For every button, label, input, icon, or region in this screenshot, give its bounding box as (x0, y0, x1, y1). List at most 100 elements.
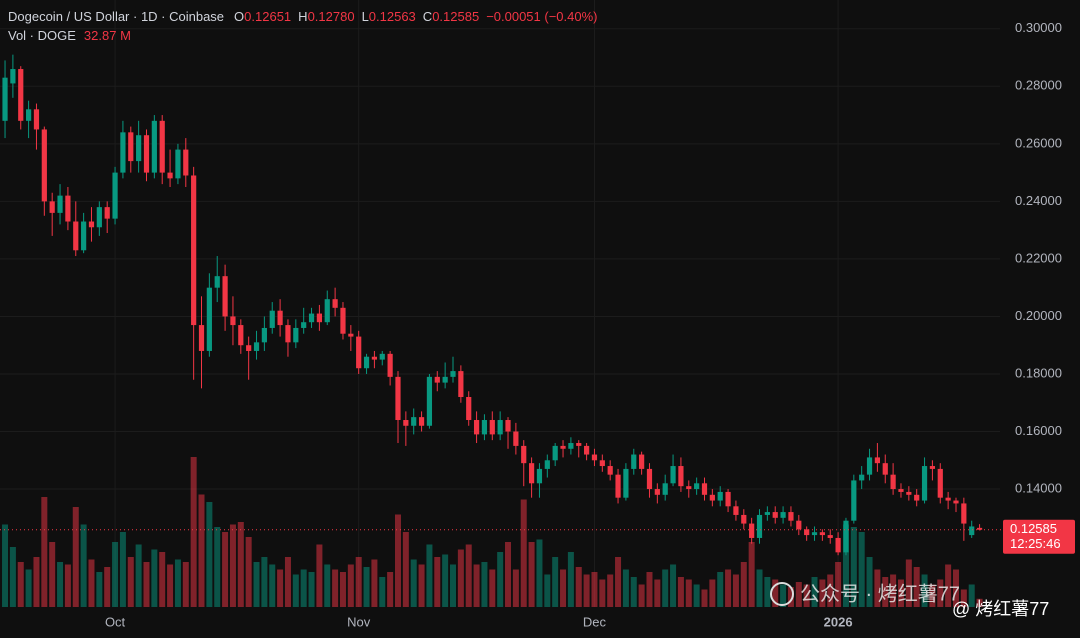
symbol-title: Dogecoin / US Dollar · 1D · Coinbase (8, 9, 224, 24)
volume-bar (976, 598, 983, 607)
volume-bar (174, 559, 181, 607)
volume-bar (497, 552, 504, 607)
volume-bar (143, 562, 150, 607)
candle-body (395, 376, 401, 421)
candle-body (937, 468, 943, 498)
candle-body (976, 527, 983, 530)
x-tick-label: Dec (583, 614, 607, 629)
candle-body (733, 506, 739, 515)
candle-body (151, 120, 157, 173)
ohlc-key: L (362, 9, 369, 24)
volume-bar (17, 562, 24, 607)
volume-bar (465, 544, 472, 607)
candle-body (411, 417, 417, 426)
volume-bar (206, 502, 213, 607)
candle-body (33, 109, 40, 130)
candle-body (945, 497, 951, 501)
candle-body (694, 483, 700, 490)
y-tick-label: 0.22000 (1015, 250, 1062, 265)
volume-bar (858, 532, 865, 607)
candle-body (906, 491, 912, 495)
candle-body (560, 445, 566, 449)
ohlc-value: 0.12585 (432, 9, 479, 24)
candle-body (230, 316, 236, 326)
volume-bar (654, 579, 661, 607)
volume-bar (583, 574, 590, 607)
volume-bar (229, 524, 236, 607)
candle-body (701, 483, 708, 495)
candle-body (528, 463, 535, 484)
candle-body (536, 468, 543, 484)
candle-body (709, 494, 715, 501)
candle-body (198, 325, 205, 351)
volume-bar (25, 569, 32, 607)
candle-body (26, 109, 32, 121)
candle-body (969, 526, 975, 536)
ohlc-key: C (423, 9, 432, 24)
candle-body (112, 172, 118, 219)
volume-title: Vol · DOGE (8, 28, 76, 43)
volume-bar (450, 564, 457, 607)
candle-body (929, 466, 936, 469)
volume-bar (945, 564, 952, 607)
candle-body (10, 69, 16, 84)
candle-body (348, 333, 354, 337)
volume-bar (324, 564, 331, 607)
volume-bar (222, 532, 229, 607)
candle-body (73, 221, 79, 251)
candle-body (921, 466, 928, 501)
volume-bar (316, 544, 323, 607)
volume-bar (182, 562, 189, 607)
volume-bar (96, 572, 103, 607)
volume-bar (277, 569, 284, 607)
price-tag (1003, 519, 1075, 554)
volume-bar (528, 542, 535, 607)
volume-bar (33, 557, 40, 607)
candle-body (340, 307, 346, 334)
candle-body (686, 486, 692, 490)
candle-body (851, 480, 857, 521)
candle-body (371, 356, 378, 360)
volume-bar (921, 574, 928, 607)
volume-bar (960, 589, 967, 607)
candle-body (615, 474, 621, 498)
header-line: Dogecoin / US Dollar · 1D · Coinbase O0.1… (8, 9, 598, 24)
candle-body (418, 417, 425, 426)
volume-bar (905, 559, 912, 607)
volume-bar (827, 574, 834, 607)
candle-body (835, 537, 841, 553)
candle-body (442, 376, 448, 383)
volume-bar (112, 542, 119, 607)
volume-bar (237, 522, 244, 607)
volume-bar (442, 554, 449, 607)
candle-body (772, 512, 778, 518)
volume-bar (88, 559, 95, 607)
candle-body (843, 520, 849, 553)
volume-bar (104, 567, 111, 607)
candle-body (631, 454, 637, 469)
candle-body (505, 420, 511, 432)
x-tick-label: 2026 (824, 614, 853, 629)
candle-body (513, 431, 519, 446)
volume-bar (685, 579, 692, 607)
volume-bar (607, 574, 614, 607)
volume-bar (167, 564, 174, 607)
wechat-icon (770, 582, 794, 606)
candle-body (489, 420, 495, 435)
volume-bar (127, 557, 134, 607)
candle-body (890, 474, 896, 490)
candle-body (450, 371, 456, 377)
x-tick-label: Nov (347, 614, 371, 629)
volume-bar (49, 542, 56, 607)
candle-body (104, 207, 110, 219)
volume-bar (481, 562, 488, 607)
volume-bar (772, 579, 779, 607)
volume-bar (135, 544, 142, 607)
candle-body (324, 299, 330, 323)
candle-body (81, 221, 87, 251)
volume-bar (567, 552, 574, 607)
price-tag-countdown: 12:25:46 (1010, 536, 1061, 551)
candle-body (473, 420, 480, 435)
candle-body (191, 175, 197, 326)
